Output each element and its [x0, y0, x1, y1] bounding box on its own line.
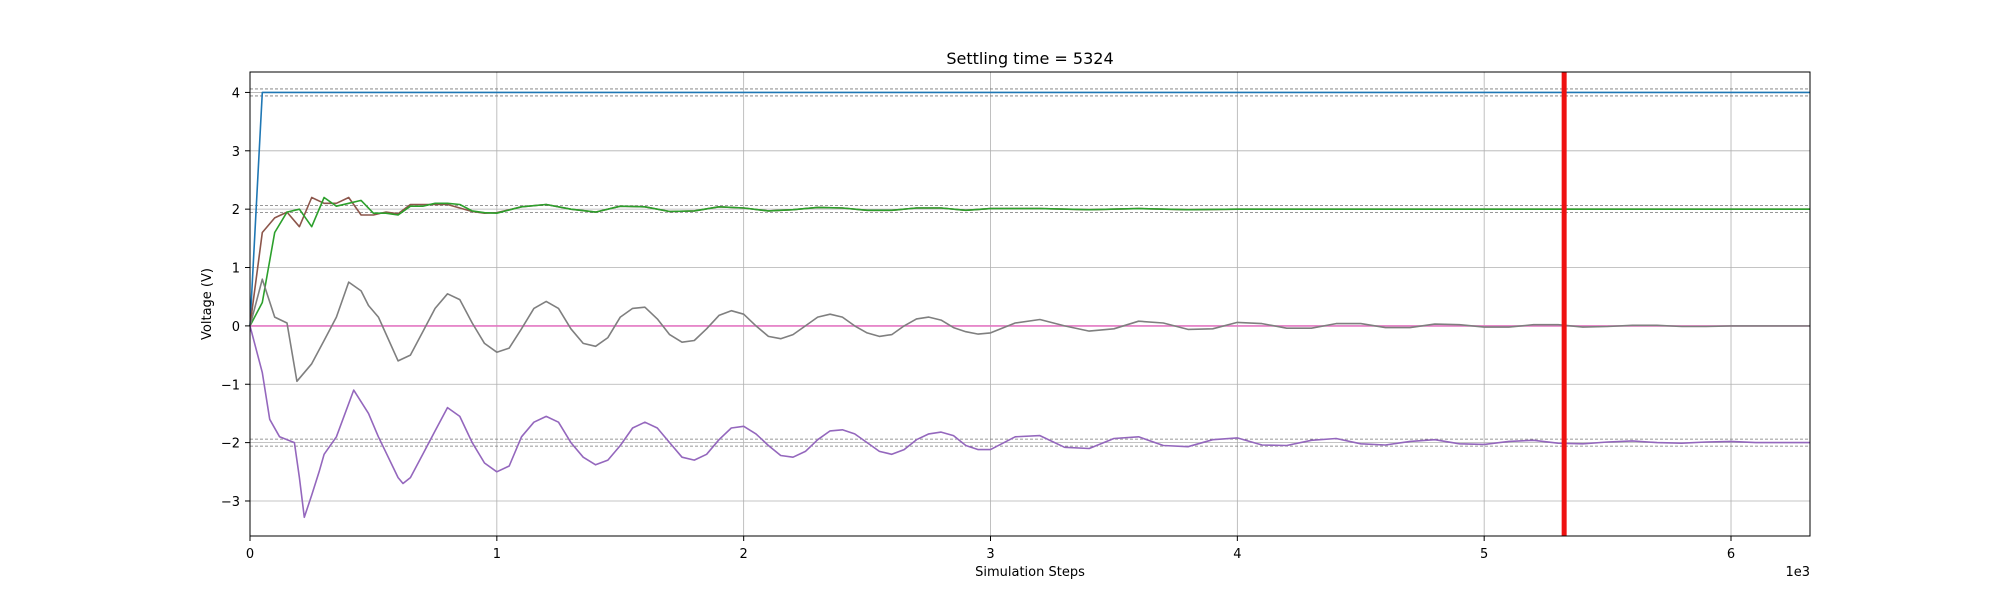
x-tick-label: 4 — [1233, 547, 1241, 562]
x-tick-label: 2 — [740, 547, 748, 562]
x-tick-label: 6 — [1727, 547, 1735, 562]
y-tick-label: −1 — [221, 378, 240, 393]
series-lines — [249, 91, 1810, 519]
series-line-4 — [249, 278, 1810, 383]
x-tick-label: 0 — [246, 547, 254, 562]
tolerance-bands — [250, 88, 1810, 447]
axis-ticks: 0 1 2 3 4 5 6 −3 −2 −1 0 1 2 3 4 — [221, 86, 1735, 562]
y-tick-label: 2 — [232, 203, 240, 218]
y-tick-label: 1 — [232, 262, 240, 277]
x-tick-label: 1 — [493, 547, 501, 562]
y-tick-label: −3 — [221, 495, 240, 510]
series-line-0 — [249, 91, 1810, 326]
y-tick-label: −2 — [221, 437, 240, 452]
y-tick-label: 0 — [232, 320, 240, 335]
y-tick-label: 3 — [232, 145, 240, 160]
series-line-1 — [249, 196, 1810, 327]
series-line-5 — [249, 325, 1810, 519]
chart-title: Settling time = 5324 — [946, 49, 1113, 68]
y-tick-label: 4 — [232, 86, 240, 101]
x-axis-offset-label: 1e3 — [1785, 565, 1810, 580]
x-tick-label: 5 — [1480, 547, 1488, 562]
plot-area-frame — [249, 71, 1811, 537]
grid — [249, 72, 1810, 536]
series-line-2 — [249, 196, 1810, 327]
x-axis-label: Simulation Steps — [975, 565, 1085, 580]
y-axis-label: Voltage (V) — [200, 268, 215, 340]
x-tick-label: 3 — [986, 547, 994, 562]
